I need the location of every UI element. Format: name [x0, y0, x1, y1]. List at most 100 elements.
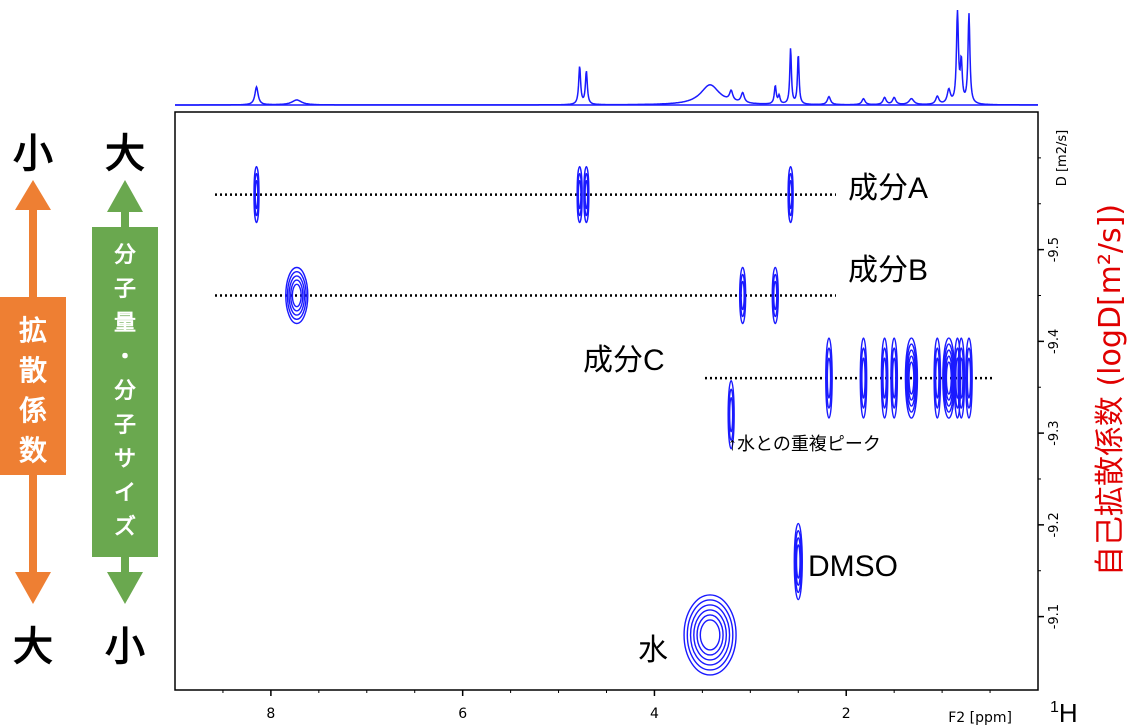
- y-tick-label: -9.4: [1047, 329, 1062, 354]
- component-b-label: 成分B: [848, 254, 928, 287]
- contour-peak-c: [825, 337, 833, 419]
- molecular-top-label: 大: [105, 131, 145, 177]
- diff-label-char: 係: [19, 394, 47, 427]
- nucleus-mass-number: 1: [1050, 699, 1059, 716]
- water-label: 水: [638, 634, 668, 667]
- contour-peak-water: [689, 604, 731, 666]
- molecular-shaft-top: [121, 210, 129, 230]
- mol-label-char: イ: [114, 481, 136, 506]
- contour-peak-a: [584, 179, 589, 210]
- diffusion-top-label: 小: [13, 131, 53, 177]
- diffusion-shaft-bottom: [29, 473, 37, 573]
- overlap-note: ↑水との重複ピーク: [728, 434, 881, 454]
- contour-peak-c: [908, 361, 915, 395]
- y-tick-label: -9.1: [1047, 604, 1062, 629]
- y-tick-label: -9.5: [1047, 237, 1062, 262]
- dmso-label: DMSO: [808, 550, 898, 583]
- contour-peak-overlap: [728, 388, 735, 441]
- mol-label-char: 分: [114, 243, 136, 268]
- contour-peaks: [253, 165, 973, 676]
- contour-peak-water: [699, 619, 721, 651]
- mol-label-char: ・: [114, 345, 136, 370]
- contour-peak-a: [577, 179, 582, 210]
- molecular-arrow-down: [107, 572, 143, 604]
- molecular-arrow-up: [107, 180, 143, 212]
- contour-peak-c: [904, 337, 919, 419]
- contour-peak-dmso: [795, 537, 802, 587]
- component-a-label: 成分A: [848, 172, 928, 205]
- projection-spectrum: [175, 9, 1038, 106]
- component-c-label: 成分C: [583, 344, 665, 377]
- contour-peak-c: [945, 361, 952, 395]
- diffusion-bottom-label: 大: [13, 624, 53, 670]
- contour-peak-c: [825, 347, 833, 409]
- diffusion-label-box: [0, 297, 66, 475]
- contour-peak-b: [738, 266, 747, 325]
- contour-peak-b: [286, 270, 307, 320]
- contour-peak-c: [966, 357, 972, 399]
- contour-peak-c: [907, 355, 916, 401]
- x-tick-label: 4: [650, 706, 659, 722]
- contour-peak-c: [965, 347, 973, 409]
- contour-peak-b: [772, 273, 779, 318]
- contour-peak-b: [739, 273, 746, 318]
- contour-peak-c: [859, 337, 868, 419]
- contour-peak-a: [788, 179, 793, 210]
- contour-peak-dmso: [793, 522, 803, 601]
- contour-peak-c: [935, 357, 940, 399]
- mol-label-char: ズ: [114, 514, 136, 540]
- diff-label-char: 拡: [19, 314, 47, 347]
- contour-peak-c: [861, 357, 866, 399]
- molecular-bottom-label: 小: [105, 624, 145, 670]
- contour-peak-c: [880, 337, 889, 419]
- contour-peak-b: [285, 266, 309, 325]
- molecular-label-box: [92, 227, 158, 557]
- contour-peak-dmso: [795, 544, 801, 579]
- mol-label-char: 分: [114, 379, 136, 404]
- contour-peak-c: [933, 337, 942, 419]
- x-tick-label: 8: [266, 706, 275, 722]
- diff-label-char: 散: [19, 354, 47, 387]
- x-tick-label: 2: [842, 706, 851, 722]
- right-axis-title: 自己拡散係数 (logD[m²/s]): [1093, 204, 1128, 576]
- contour-peak-water: [686, 599, 734, 671]
- y-axis: -9.5 -9.4 -9.3 -9.2 -9.1: [1038, 157, 1062, 629]
- contour-peak-overlap: [728, 397, 734, 433]
- contour-peak-c: [860, 347, 867, 409]
- contour-peak-b: [740, 280, 745, 311]
- contour-peak-c: [965, 337, 973, 419]
- diffusion-label: 拡散係数: [19, 314, 48, 467]
- x-tick-label: 6: [458, 706, 467, 722]
- nucleus-symbol: H: [1059, 698, 1078, 726]
- contour-peak-c: [905, 343, 918, 413]
- diffusion-arrow-down: [15, 572, 51, 604]
- mol-label-char: 子: [114, 413, 136, 438]
- contour-peak-c: [957, 337, 966, 419]
- contour-peak-c: [906, 349, 917, 407]
- contour-peak-c: [943, 349, 954, 407]
- contour-peak-c: [934, 347, 941, 409]
- contour-peak-c: [891, 347, 898, 409]
- mol-label-char: サ: [114, 447, 136, 472]
- diffusion-scale: 小 拡散係数 大: [0, 131, 66, 670]
- contour-peak-water: [693, 609, 728, 661]
- contour-peak-a: [254, 179, 259, 210]
- contour-peak-b: [773, 280, 778, 311]
- contour-peak-b: [771, 266, 779, 325]
- diff-label-char: 数: [19, 434, 48, 467]
- contour-peak-dmso: [794, 529, 803, 594]
- contour-peak-c: [944, 355, 953, 401]
- spectrum-trace: [175, 9, 1038, 106]
- contour-peak-c: [891, 357, 897, 399]
- contour-peak-b: [291, 283, 302, 308]
- x-axis-label: F2 [ppm]: [948, 710, 1012, 726]
- contour-peak-c: [953, 337, 962, 419]
- contour-peak-c: [958, 357, 964, 399]
- contour-peak-c: [881, 347, 888, 409]
- mol-label-char: 子: [114, 277, 136, 302]
- mol-label-char: 量: [114, 311, 136, 336]
- contour-peak-overlap: [727, 380, 735, 450]
- contour-peak-c: [882, 357, 887, 399]
